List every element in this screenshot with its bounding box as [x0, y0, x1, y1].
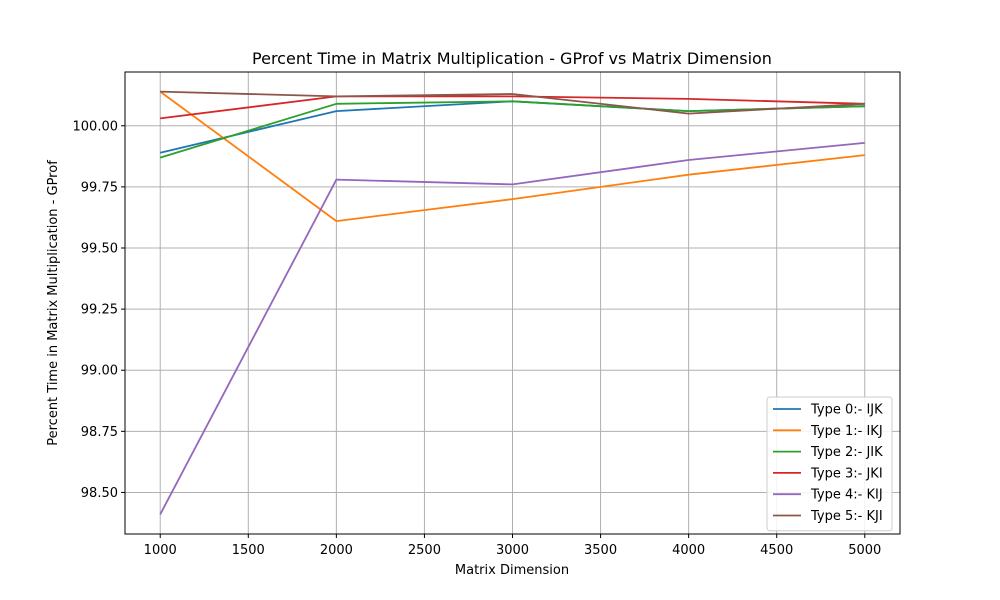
y-tick-label: 98.75	[81, 425, 118, 440]
x-tick-label: 4500	[760, 543, 793, 558]
legend-label: Type 4:- KIJ	[810, 488, 883, 503]
x-tick-label: 2000	[320, 543, 353, 558]
legend-label: Type 3:- JKI	[810, 466, 883, 481]
y-tick-label: 99.50	[81, 242, 118, 257]
x-tick-label: 1500	[232, 543, 265, 558]
x-axis: 1000 1500 2000 2500 3000 3500 4000 4500 5000	[144, 534, 881, 558]
legend-label: Type 1:- IKJ	[810, 424, 883, 439]
y-tick-label: 99.25	[81, 303, 118, 318]
x-tick-label: 1000	[144, 543, 177, 558]
series-line-type-5	[160, 90, 865, 115]
chart-title: Percent Time in Matrix Multiplication - …	[252, 49, 772, 68]
x-tick-label: 3000	[496, 543, 529, 558]
x-axis-label: Matrix Dimension	[455, 563, 569, 578]
x-tick-label: 2500	[408, 543, 441, 558]
legend-label: Type 2:- JIK	[810, 445, 883, 460]
legend-label: Type 5:- KJI	[810, 509, 883, 524]
series-lines	[159, 90, 865, 515]
x-tick-label: 3500	[584, 543, 617, 558]
y-axis-label: Percent Time in Matrix Multiplication - …	[46, 160, 61, 446]
y-tick-label: 99.00	[81, 364, 118, 379]
series-line-type-1	[159, 90, 865, 223]
y-tick-label: 98.50	[81, 486, 118, 501]
y-tick-label: 99.75	[81, 180, 118, 195]
y-axis: 98.50 98.75 99.00 99.25 99.50 99.75 100.00	[73, 119, 125, 501]
series-line-type-4	[159, 142, 865, 515]
y-tick-label: 100.00	[73, 119, 119, 134]
x-tick-label: 5000	[848, 543, 881, 558]
legend: Type 0:- IJK Type 1:- IKJ Type 2:- JIK Type…	[766, 396, 893, 532]
series-line-type-3	[160, 95, 865, 120]
x-tick-label: 4000	[672, 543, 705, 558]
legend-label: Type 0:- IJK	[810, 403, 883, 418]
